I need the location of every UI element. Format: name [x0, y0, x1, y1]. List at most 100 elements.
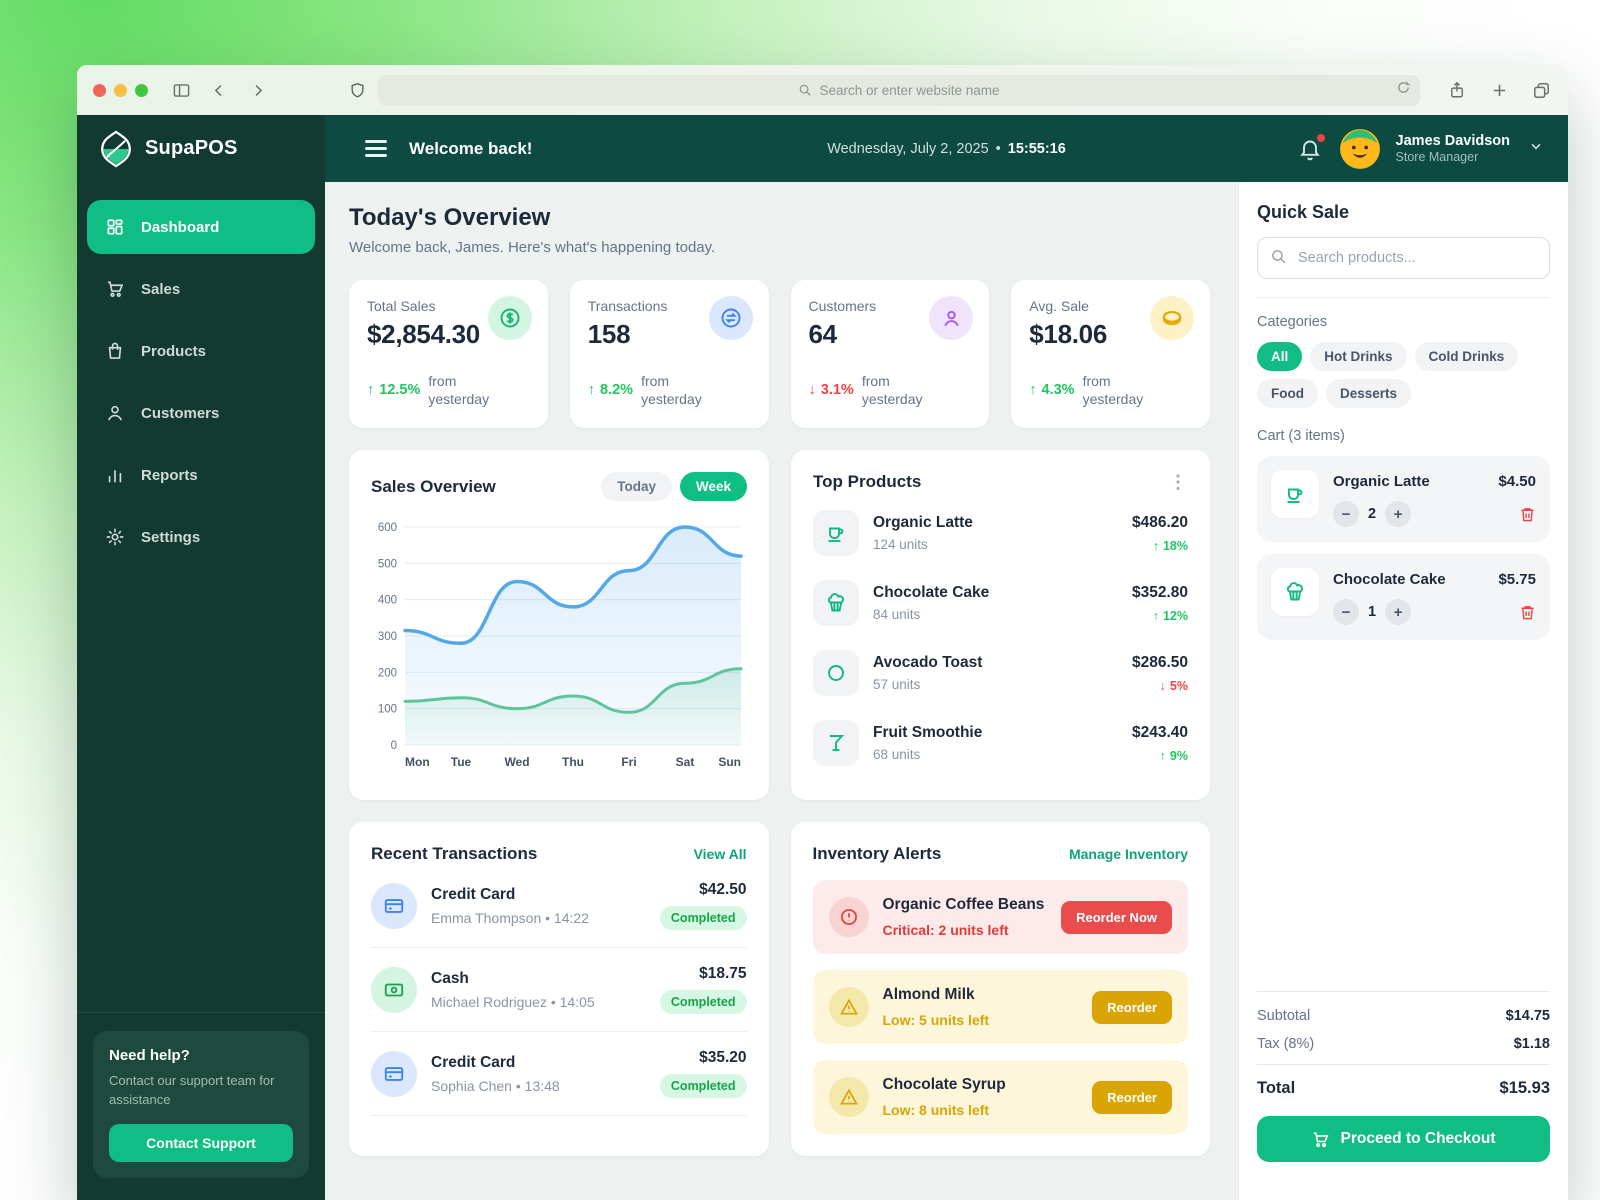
product-revenue: $243.40	[1131, 723, 1188, 741]
share-icon[interactable]	[1446, 79, 1468, 101]
notification-dot	[1316, 133, 1325, 142]
stat-value: $18.06	[1029, 319, 1107, 349]
product-row[interactable]: Avocado Toast 57 units $286.50 ↓ 5%	[813, 638, 1188, 708]
decrease-qty-button[interactable]: −	[1333, 599, 1359, 625]
close-window-button[interactable]	[93, 83, 106, 97]
cart-item-qty: 1	[1368, 604, 1377, 620]
product-search-input[interactable]	[1257, 237, 1550, 279]
kebab-menu-icon[interactable]: ⋮	[1169, 471, 1188, 492]
stat-value: 64	[808, 319, 838, 349]
product-name: Avocado Toast	[873, 654, 983, 672]
sidebar-item-dashboard[interactable]: Dashboard	[87, 200, 315, 254]
contact-support-button[interactable]: Contact Support	[109, 1124, 293, 1162]
address-bar[interactable]: Search or enter website name	[378, 74, 1420, 106]
privacy-shield-icon[interactable]	[346, 79, 368, 101]
svg-text:Thu: Thu	[562, 755, 584, 769]
gear-icon	[106, 528, 124, 546]
total-label: Total	[1257, 1079, 1296, 1097]
transaction-row[interactable]: Cash Michael Rodriguez • 14:05 $18.75 Co…	[371, 948, 747, 1033]
avatar[interactable]	[1339, 128, 1380, 169]
chevron-down-icon[interactable]	[1528, 138, 1544, 159]
notifications-button[interactable]	[1298, 133, 1325, 162]
tab-overview-icon[interactable]	[1530, 79, 1552, 101]
transaction-row[interactable]: Credit Card Emma Thompson • 14:22 $42.50…	[371, 864, 747, 949]
category-chip-cold-drinks[interactable]: Cold Drinks	[1414, 342, 1519, 371]
transaction-meta: Emma Thompson • 14:22	[431, 909, 589, 926]
sidebar: SupaPOS Dashboard Sales Products Custom	[77, 115, 325, 1200]
trash-icon[interactable]	[1519, 506, 1536, 528]
sidebar-toggle-icon[interactable]	[170, 79, 192, 101]
up-arrow-icon: ↑	[1029, 382, 1037, 399]
sidebar-item-label: Settings	[141, 528, 201, 546]
user-info[interactable]: James Davidson Store Manager	[1396, 132, 1510, 166]
back-icon[interactable]	[208, 79, 230, 101]
reorder-button[interactable]: Reorder	[1092, 990, 1172, 1024]
zoom-window-button[interactable]	[135, 83, 148, 97]
product-units: 68 units	[873, 747, 921, 763]
sidebar-item-sales[interactable]: Sales	[87, 262, 315, 316]
product-row[interactable]: Fruit Smoothie 68 units $243.40 ↑ 9%	[813, 708, 1188, 778]
product-row[interactable]: Chocolate Cake 84 units $352.80 ↑ 12%	[813, 568, 1188, 638]
cart-item-price: $5.75	[1498, 571, 1536, 588]
status-badge: Completed	[659, 906, 747, 931]
user-role: Store Manager	[1395, 149, 1479, 164]
window-controls	[93, 83, 148, 97]
down-arrow-icon: ↓	[808, 382, 816, 399]
reorder-button[interactable]: Reorder	[1092, 1080, 1172, 1114]
warning-triangle-icon	[828, 1077, 869, 1118]
decrease-qty-button[interactable]: −	[1333, 501, 1359, 527]
transaction-amount: $35.20	[699, 1049, 747, 1067]
credit-card-icon	[371, 882, 417, 929]
sidebar-item-customers[interactable]: Customers	[87, 386, 315, 440]
category-chip-hot-drinks[interactable]: Hot Drinks	[1310, 342, 1407, 371]
inventory-alert: Chocolate Syrup Low: 8 units left Reorde…	[812, 1060, 1188, 1135]
brand: SupaPOS	[77, 115, 325, 182]
category-chips: All Hot Drinks Cold Drinks Food Desserts	[1257, 342, 1550, 408]
help-description: Contact our support team for assistance	[109, 1073, 275, 1108]
sidebar-item-reports[interactable]: Reports	[87, 448, 315, 502]
svg-text:Mon: Mon	[405, 755, 430, 769]
page-title: Today's Overview	[349, 204, 551, 231]
stat-value: 158	[587, 319, 631, 349]
stat-change: ↑ 8.2%	[587, 382, 634, 399]
up-arrow-icon: ↑	[587, 382, 595, 399]
product-row[interactable]: Organic Latte 124 units $486.20 ↑ 18%	[813, 498, 1188, 568]
stat-label: Avg. Sale	[1029, 298, 1089, 314]
sidebar-item-settings[interactable]: Settings	[87, 510, 315, 564]
stat-change: ↓ 3.1%	[808, 382, 854, 399]
refresh-icon[interactable]	[1396, 80, 1411, 98]
forward-icon[interactable]	[246, 79, 268, 101]
manage-inventory-link[interactable]: Manage Inventory	[1068, 846, 1188, 863]
view-all-link[interactable]: View All	[693, 846, 747, 863]
new-tab-icon[interactable]	[1488, 79, 1510, 101]
toggle-today-button[interactable]: Today	[601, 472, 672, 502]
divider	[1257, 297, 1550, 298]
reorder-now-button[interactable]: Reorder Now	[1061, 900, 1172, 934]
cupcake-icon	[1271, 568, 1319, 616]
sidebar-item-label: Customers	[141, 404, 220, 422]
recent-transactions-title: Recent Transactions	[371, 844, 538, 864]
category-chip-food[interactable]: Food	[1257, 379, 1318, 408]
minimize-window-button[interactable]	[114, 83, 127, 97]
category-chip-desserts[interactable]: Desserts	[1326, 379, 1412, 408]
trash-icon[interactable]	[1519, 604, 1536, 626]
top-products-title: Top Products	[813, 472, 922, 492]
toggle-week-button[interactable]: Week	[679, 472, 747, 502]
increase-qty-button[interactable]: +	[1385, 599, 1412, 625]
hamburger-menu-icon[interactable]	[365, 140, 387, 157]
category-chip-all[interactable]: All	[1257, 342, 1303, 371]
cart-item-price: $4.50	[1498, 473, 1536, 490]
proceed-to-checkout-button[interactable]: Proceed to Checkout	[1257, 1116, 1550, 1162]
up-arrow-icon: ↑	[1159, 748, 1166, 763]
transfer-circle-icon	[708, 296, 753, 340]
increase-qty-button[interactable]: +	[1385, 501, 1412, 527]
product-revenue: $286.50	[1131, 653, 1188, 671]
avocado-icon	[813, 650, 859, 697]
stat-change: ↑ 4.3%	[1029, 382, 1075, 399]
transaction-row[interactable]: Credit Card Sophia Chen • 13:48 $35.20 C…	[371, 1032, 747, 1117]
sidebar-item-products[interactable]: Products	[87, 324, 315, 378]
stat-card-transactions: Transactions 158 ↑ 8.2% from yesterday	[569, 280, 769, 429]
status-badge: Completed	[659, 990, 747, 1015]
app-header: Welcome back! Wednesday, July 2, 2025 • …	[325, 115, 1568, 182]
product-change: ↓ 5%	[1159, 678, 1188, 693]
